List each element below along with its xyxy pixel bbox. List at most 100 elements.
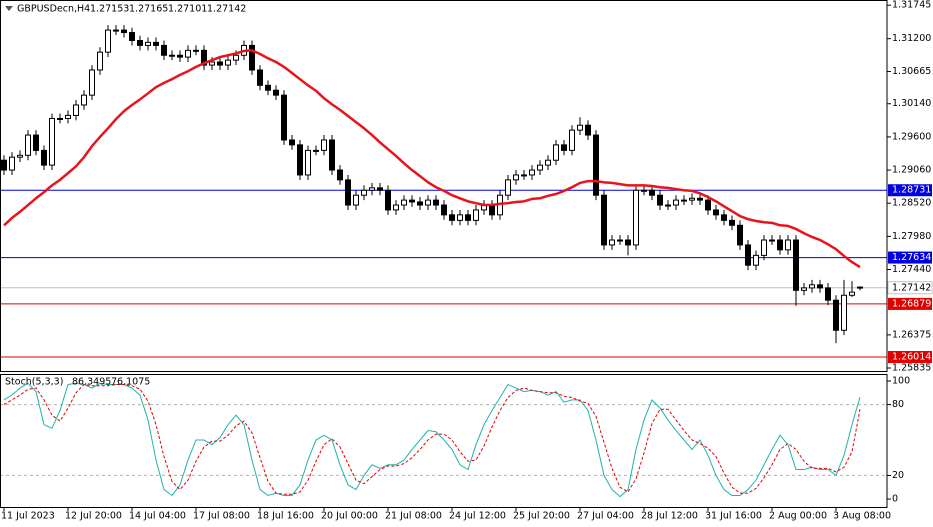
- candle-body: [601, 194, 607, 246]
- x-tick-label: 18 Jul 16:00: [257, 511, 314, 522]
- candle-body: [569, 129, 575, 151]
- candle-body: [401, 199, 407, 206]
- level-label: 1.27634: [892, 252, 931, 263]
- candle-body: [761, 239, 767, 256]
- y-tick-label: 1.26375: [892, 329, 931, 340]
- level-label: 1.28731: [892, 185, 931, 196]
- stoch-line: [3, 383, 861, 495]
- candle-body: [833, 299, 839, 331]
- candle-body: [217, 61, 223, 66]
- y-tick-label: 1.31200: [892, 33, 931, 44]
- candle-body: [737, 224, 743, 246]
- marks-layer: [1, 25, 863, 498]
- candle-body: [665, 204, 671, 207]
- candle-body: [817, 284, 823, 289]
- y-tick-label: 1.31745: [892, 0, 931, 11]
- candle-body: [25, 134, 31, 156]
- candle-body: [641, 189, 647, 192]
- y-tick-label: 1.27980: [892, 231, 931, 242]
- candle-body: [321, 139, 327, 151]
- x-tick-label: 11 Jul 2023: [1, 511, 55, 522]
- candle-body: [705, 199, 711, 211]
- x-tick-label: 21 Jul 08:00: [385, 511, 442, 522]
- candle-body: [465, 214, 471, 221]
- header-high: 1.27165: [129, 4, 168, 15]
- level-label: 1.26879: [892, 298, 931, 309]
- candle-body: [409, 199, 415, 203]
- candle-body: [649, 189, 655, 196]
- current-price-box: [887, 281, 933, 295]
- candle-body: [233, 54, 239, 61]
- candle-body: [265, 84, 271, 91]
- stoch-main-value: 86.3495: [72, 377, 111, 388]
- candle-body: [97, 51, 103, 71]
- candle-body: [393, 204, 399, 211]
- candle-body: [785, 239, 791, 251]
- candle-body: [561, 144, 567, 151]
- candle-body: [185, 49, 191, 58]
- candle-body: [657, 194, 663, 206]
- candle-body: [249, 44, 255, 71]
- candle-body: [801, 287, 807, 291]
- candle-body: [65, 114, 71, 119]
- candle-body: [57, 117, 63, 120]
- y-tick-label: 1.30665: [892, 66, 931, 77]
- candle-body: [345, 179, 351, 206]
- y-tick-label: 1.30140: [892, 98, 931, 109]
- candle-body: [441, 204, 447, 216]
- x-tick-label: 31 Jul 16:00: [705, 511, 762, 522]
- candle-body: [49, 117, 55, 166]
- x-tick-label: 14 Jul 04:00: [129, 511, 186, 522]
- candle-body: [793, 239, 799, 291]
- grid-layer: [0, 4, 891, 511]
- candle-body: [673, 199, 679, 206]
- candle-body: [121, 29, 127, 34]
- candle-body: [385, 189, 391, 211]
- candle-body: [305, 149, 311, 176]
- y-tick-label: 1.25835: [892, 363, 931, 374]
- y-tick-label: 100: [892, 375, 910, 386]
- candle-body: [209, 61, 215, 66]
- candle-body: [769, 239, 775, 242]
- y-tick-label: 20: [892, 470, 904, 481]
- candle-body: [537, 164, 543, 171]
- candle-body: [609, 239, 615, 246]
- candle-body: [137, 40, 143, 46]
- candle-body: [841, 294, 847, 331]
- candle-body: [313, 149, 319, 152]
- x-tick-label: 17 Jul 08:00: [193, 511, 250, 522]
- x-tick-label: 28 Jul 12:00: [641, 511, 698, 522]
- candle-body: [337, 169, 343, 181]
- candle-body: [721, 214, 727, 221]
- candle-body: [617, 239, 623, 242]
- y-tick-label: 0: [892, 494, 898, 505]
- moving-average: [3, 49, 861, 269]
- candle-body: [225, 59, 231, 66]
- candle-body: [105, 29, 111, 53]
- stoch-line: [3, 382, 861, 498]
- header-low: 1.27101: [168, 4, 207, 15]
- candle-body: [81, 94, 87, 106]
- candle-body: [177, 54, 183, 58]
- candle-body: [33, 134, 39, 151]
- candle-body: [369, 187, 375, 191]
- symbol-icon: [5, 6, 13, 11]
- candle-body: [809, 284, 815, 289]
- candle-body: [521, 174, 527, 177]
- candle-body: [361, 189, 367, 196]
- level-label-box: [888, 351, 932, 364]
- stoch-panel-frame: [0, 374, 888, 508]
- candle-body: [593, 134, 599, 196]
- candle-body: [145, 41, 151, 46]
- candle-body: [153, 41, 159, 46]
- level-label-box: [888, 184, 932, 197]
- candle-body: [161, 44, 167, 56]
- candle-body: [41, 149, 47, 166]
- candle-body: [729, 219, 735, 226]
- candle-body: [417, 201, 423, 206]
- candle-body: [777, 239, 783, 251]
- candle-body: [281, 94, 287, 141]
- candle-body: [329, 139, 335, 171]
- candle-body: [273, 89, 279, 96]
